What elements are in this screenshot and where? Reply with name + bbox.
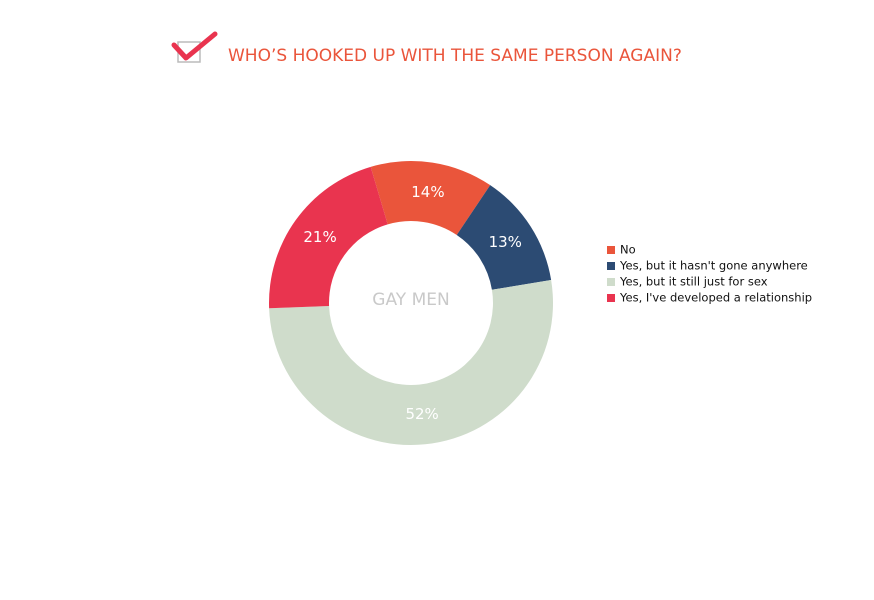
donut-segment — [269, 280, 554, 446]
legend-label: Yes, but it hasn't gone anywhere — [619, 259, 808, 273]
legend-swatch — [607, 294, 615, 302]
legend-swatch — [607, 278, 615, 286]
value-label: 14% — [411, 183, 444, 201]
title-icon — [171, 31, 218, 63]
value-label: 52% — [405, 405, 438, 423]
donut-segment — [269, 166, 388, 309]
legend-label: Yes, but it still just for sex — [619, 275, 768, 289]
value-label: 21% — [303, 228, 336, 246]
legend-label: Yes, I've developed a relationship — [619, 291, 812, 305]
legend-swatch — [607, 246, 615, 254]
donut-segment — [370, 161, 491, 235]
checkmark — [171, 31, 218, 61]
value-label: 13% — [489, 233, 522, 251]
legend-label: No — [620, 243, 636, 257]
donut-segment — [456, 185, 552, 290]
legend-swatch — [607, 262, 615, 270]
center-label: GAY MEN — [372, 290, 449, 310]
chart-title: WHO’S HOOKED UP WITH THE SAME PERSON AGA… — [228, 46, 682, 66]
